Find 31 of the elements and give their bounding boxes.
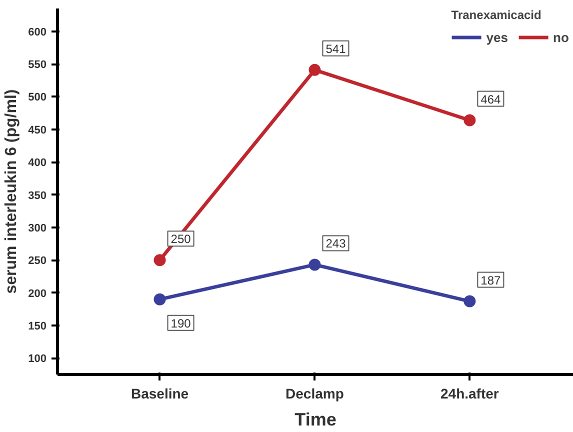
y-tick-label: 400	[28, 157, 47, 170]
point	[154, 293, 166, 306]
y-tick-label: 100	[28, 353, 47, 366]
y-tick-label: 150	[28, 320, 47, 332]
data-label: 464	[480, 92, 502, 106]
x-tick-label: Baseline	[130, 386, 189, 402]
point	[308, 64, 321, 76]
y-tick-label: 350	[28, 190, 47, 202]
y-axis-title: serum interleukin 6 (pg/ml)	[3, 89, 20, 294]
y-tick-label: 200	[28, 288, 47, 300]
legend-label: no	[553, 30, 570, 44]
data-label: 541	[326, 42, 346, 56]
point	[308, 258, 321, 271]
x-tick-label: 24h.after	[440, 386, 500, 402]
data-label: 187	[480, 273, 502, 288]
y-tick-label: 300	[28, 222, 47, 234]
point	[464, 295, 476, 308]
point	[464, 114, 476, 126]
data-label: 243	[326, 236, 346, 251]
y-tick-label: 600	[28, 26, 47, 38]
legend-title: Tranexamicacid	[451, 8, 542, 22]
y-tick-label: 500	[28, 92, 47, 104]
y-tick-label: 250	[28, 255, 47, 268]
point	[154, 254, 166, 266]
data-label: 250	[170, 232, 192, 246]
legend-label: yes	[486, 30, 508, 44]
y-tick-label: 550	[28, 59, 47, 72]
data-label: 190	[170, 316, 192, 330]
y-tick-label: 450	[28, 124, 47, 136]
x-tick-label: Declamp	[286, 386, 344, 402]
x-axis-title: Time	[294, 410, 336, 430]
